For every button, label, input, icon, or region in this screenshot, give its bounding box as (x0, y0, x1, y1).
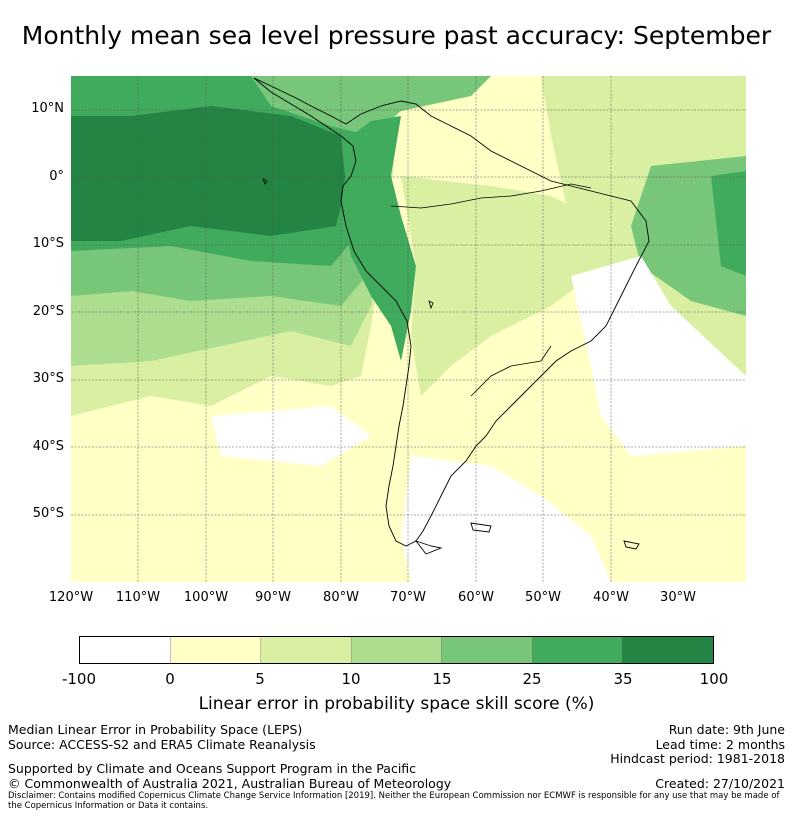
colorbar-segment (623, 637, 714, 663)
footer-lead-time: Lead time: 2 months (655, 737, 785, 752)
colorbar-tick: 5 (255, 670, 265, 688)
colorbar-tick: 25 (522, 670, 542, 688)
footer-copyright: © Commonwealth of Australia 2021, Austra… (8, 776, 452, 791)
footer-disclaimer: Disclaimer: Contains modified Copernicus… (8, 791, 780, 811)
skill-band-caribbean (251, 76, 491, 136)
lon-tick-label: 40°W (593, 590, 629, 605)
lon-tick-label: 80°W (323, 590, 359, 605)
footer-hindcast: Hindcast period: 1981-2018 (610, 751, 785, 766)
colorbar-tick: 35 (613, 670, 633, 688)
lon-tick-label: 50°W (525, 590, 561, 605)
colorbar-segment (351, 637, 443, 663)
lake-titicaca (428, 300, 434, 310)
colorbar-tick: 15 (432, 670, 452, 688)
colorbar-tick: -100 (61, 670, 97, 688)
lon-tick-label: 110°W (115, 590, 161, 605)
footer-run-date: Run date: 9th June (668, 722, 785, 737)
skill-score-map (71, 76, 746, 582)
lon-tick-label: 90°W (255, 590, 291, 605)
map-panel (71, 76, 746, 582)
lon-tick-label: 30°W (660, 590, 696, 605)
lon-tick-label: 60°W (458, 590, 494, 605)
lon-tick-label: 100°W (183, 590, 229, 605)
colorbar-segment (532, 637, 624, 663)
lon-tick-label: 120°W (48, 590, 94, 605)
footer-source: Source: ACCESS-S2 and ERA5 Climate Reana… (8, 737, 316, 752)
footer-created: Created: 27/10/2021 (655, 776, 785, 791)
river-parana (470, 345, 552, 397)
skill-band-white-east (571, 256, 746, 456)
lat-tick-label: 50°S (32, 506, 64, 521)
lake-galapagos (262, 178, 268, 185)
lat-tick-label: 0° (49, 169, 64, 184)
colorbar-tick: 10 (341, 670, 361, 688)
lat-tick-label: 30°S (32, 371, 64, 386)
colorbar-segment (80, 637, 171, 663)
colorbar-tick: 0 (165, 670, 175, 688)
river-amazon (390, 183, 592, 209)
colorbar (79, 636, 714, 664)
colorbar-segment (442, 637, 533, 663)
lat-tick-label: 10°S (32, 236, 64, 251)
coastline-south-america (253, 77, 650, 547)
colorbar-tick: 100 (699, 670, 729, 688)
colorbar-label: Linear error in probability space skill … (198, 694, 595, 714)
skill-band-white-south (401, 456, 611, 582)
skill-band-atlantic-dark (711, 171, 746, 276)
lat-tick-label: 40°S (32, 439, 64, 454)
skill-band-inland (401, 176, 591, 396)
colorbar-segment (170, 637, 262, 663)
colorbar-segment (261, 637, 352, 663)
gridlines (71, 76, 746, 582)
lon-tick-label: 70°W (390, 590, 426, 605)
footer-support: Supported by Climate and Oceans Support … (8, 761, 417, 776)
chart-title: Monthly mean sea level pressure past acc… (21, 21, 772, 50)
footer-method: Median Linear Error in Probability Space… (8, 722, 303, 737)
skill-band-35-100-ocean (71, 106, 346, 241)
lat-tick-label: 10°N (31, 101, 64, 116)
lat-tick-label: 20°S (32, 304, 64, 319)
coastline-islands-south (414, 522, 640, 555)
skill-band-white-mid (211, 406, 371, 466)
